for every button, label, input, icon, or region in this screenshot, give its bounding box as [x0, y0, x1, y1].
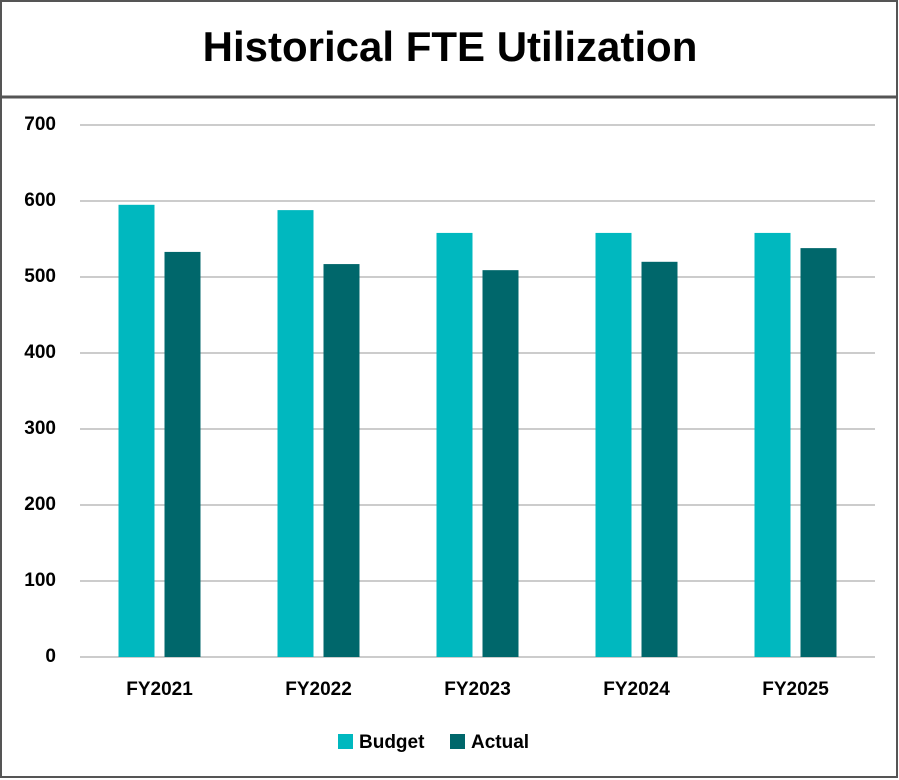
bar [436, 232, 473, 658]
bar [641, 261, 678, 657]
legend-label: Actual [471, 732, 529, 753]
bar [164, 251, 201, 658]
chart-title: Historical FTE Utilization [203, 23, 698, 70]
y-tick-label: 600 [24, 190, 56, 211]
bar [277, 210, 314, 657]
bar [118, 204, 155, 658]
y-tick-label: 400 [24, 342, 56, 363]
bar [482, 270, 519, 657]
y-tick-label: 700 [24, 114, 56, 135]
bar [595, 232, 632, 658]
y-tick-label: 200 [24, 494, 56, 515]
bar [800, 248, 837, 657]
legend-label: Budget [359, 732, 425, 753]
y-tick-label: 300 [24, 418, 56, 439]
bar [754, 232, 791, 658]
legend-swatch [450, 734, 465, 749]
y-tick-label: 0 [45, 646, 56, 667]
y-tick-label: 500 [24, 266, 56, 287]
x-tick-label: FY2025 [762, 679, 829, 700]
x-tick-label: FY2022 [285, 679, 352, 700]
legend-swatch [338, 734, 353, 749]
bar [323, 264, 360, 657]
x-tick-label: FY2021 [126, 679, 193, 700]
x-tick-label: FY2024 [603, 679, 670, 700]
x-tick-label: FY2023 [444, 679, 511, 700]
y-tick-label: 100 [24, 570, 56, 591]
